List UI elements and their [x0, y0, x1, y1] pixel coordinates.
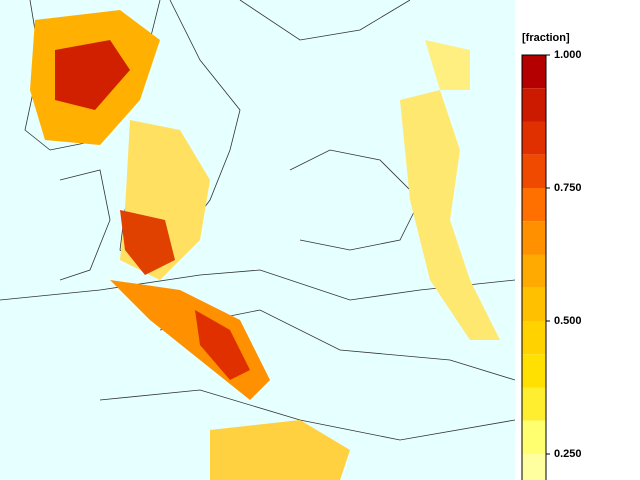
colorbar-band [522, 154, 546, 188]
field-area [120, 210, 175, 275]
colorbar-tick-label: 0.750 [554, 182, 582, 194]
field-area [210, 420, 350, 480]
colorbar-title: [fraction] [522, 32, 570, 44]
colorbar-band [522, 88, 546, 122]
field-area [195, 310, 250, 380]
denmark [59, 169, 111, 281]
colorbar-band [522, 221, 546, 255]
colorbar-band [522, 321, 546, 355]
colorbar-band [522, 287, 546, 321]
field-area [400, 90, 500, 340]
colorbar-frame [521, 54, 547, 480]
colorbar-tick-label: 1.000 [554, 49, 582, 61]
colorbar-band [522, 188, 546, 222]
field-area [425, 40, 470, 90]
south-baltic-coast [0, 269, 516, 301]
field-area [55, 40, 130, 110]
fraction-field [30, 10, 500, 480]
colorbar-band [522, 420, 546, 454]
colorbar-band [522, 354, 546, 388]
finland-coast [239, 0, 411, 41]
colorbar-tick-label: 0.250 [554, 448, 582, 460]
colorbar-tick-label: 0.500 [554, 315, 582, 327]
colorbar-band [522, 254, 546, 288]
colorbar-band [522, 55, 546, 89]
colorbar-band [522, 387, 546, 421]
colorbar-band [522, 121, 546, 155]
colorbar-band [522, 454, 546, 480]
